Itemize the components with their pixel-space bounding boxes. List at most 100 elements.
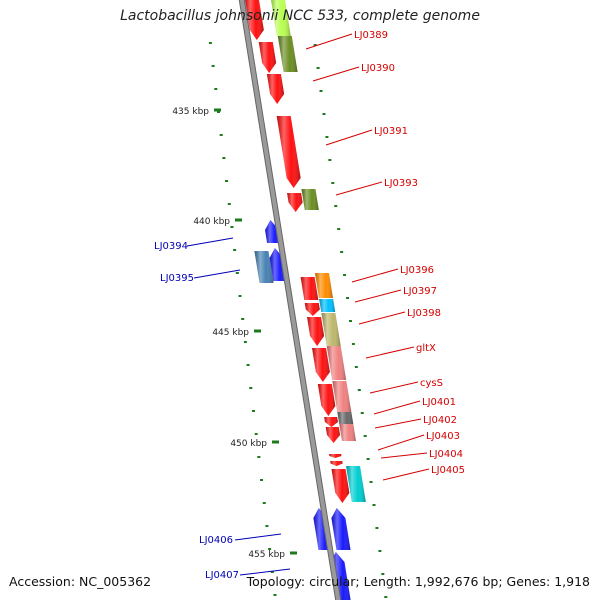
scale-dot-right <box>369 481 373 483</box>
gene-label-lj0403: LJ0403 <box>426 431 460 442</box>
gene-label-leader <box>369 381 419 394</box>
feature-bar-shade <box>254 251 274 283</box>
gene-label-lj0402: LJ0402 <box>423 415 457 426</box>
page-title: Lactobacillus johnsonii NCC 533, complet… <box>120 8 480 24</box>
gene-label-lj0394: LJ0394 <box>154 241 188 252</box>
scale-dot-left <box>235 272 239 274</box>
scale-dot-right <box>360 412 364 414</box>
kbp-tick-mark <box>254 329 261 333</box>
cds-forward-bar <box>329 454 342 458</box>
scale-dot-left <box>249 387 253 389</box>
scale-dot-right <box>319 90 323 92</box>
feature-bar <box>301 189 319 210</box>
kbp-tick-mark <box>214 108 221 112</box>
kbp-tick-label: 450 kbp <box>230 439 267 449</box>
feature-bar <box>346 466 366 502</box>
cds-forward-bar <box>300 277 319 300</box>
cds-forward-bar-shade <box>324 417 338 427</box>
gene-label-lj0397: LJ0397 <box>403 286 437 297</box>
scale-dot-left <box>219 134 223 136</box>
cds-forward-bar-shade <box>307 317 325 346</box>
scale-dot-right <box>351 343 355 345</box>
gene-label-leader <box>358 311 406 325</box>
scale-dot-right <box>354 366 358 368</box>
cds-forward-bar <box>317 384 336 416</box>
scale-dot-left <box>227 203 231 205</box>
scale-dot-left <box>254 433 258 435</box>
cds-forward-bar <box>266 74 285 104</box>
kbp-tick-label: 440 kbp <box>193 217 230 227</box>
scale-dot-right <box>357 389 361 391</box>
feature-bar-shade <box>346 466 366 502</box>
scale-dot-right <box>334 205 338 207</box>
feature-bar-shade <box>277 36 298 72</box>
cds-forward-bar-shade <box>331 469 350 503</box>
gene-label-leader <box>351 268 399 283</box>
gene-label-lj0389: LJ0389 <box>354 30 388 41</box>
gene-label-lj0390: LJ0390 <box>361 63 395 74</box>
cds-forward-bar-shade <box>300 277 319 300</box>
scale-dot-right <box>337 228 341 230</box>
scale-dot-left <box>241 318 245 320</box>
scale-dot-left <box>222 157 226 159</box>
kbp-tick-mark <box>235 218 242 222</box>
scale-dot-right <box>325 136 329 138</box>
cds-forward-bar <box>330 461 343 466</box>
scale-dot-right <box>346 297 350 299</box>
feature-bar <box>277 36 298 72</box>
backbone-line <box>239 0 341 604</box>
cds-forward-bar <box>307 317 325 346</box>
scale-dot-right <box>331 182 335 184</box>
cds-reverse-bar-shade <box>331 508 351 550</box>
scale-dot-right <box>384 596 388 598</box>
feature-bar <box>314 273 333 298</box>
gene-label-cyss: cysS <box>420 378 443 389</box>
cds-forward-bar <box>276 116 301 188</box>
gene-label-leader <box>374 418 422 429</box>
gene-label-lj0395: LJ0395 <box>160 273 194 284</box>
feature-bar-shade <box>271 0 291 36</box>
gene-label-leader <box>373 400 421 415</box>
gene-label-leader <box>186 237 234 247</box>
scale-dot-left <box>257 456 261 458</box>
cds-reverse-bar <box>331 508 351 550</box>
scale-dot-left <box>216 111 220 113</box>
scale-dot-right <box>328 159 332 161</box>
scale-dot-right <box>378 550 382 552</box>
cds-forward-bar <box>245 0 264 40</box>
cds-forward-bar-shade <box>258 42 277 73</box>
cds-forward-bar <box>287 193 303 212</box>
cds-forward-bar-shade <box>329 454 342 458</box>
scale-dot-right <box>348 320 352 322</box>
cds-forward-bar-shade <box>304 303 320 316</box>
feature-bar <box>321 313 341 346</box>
scale-dot-right <box>316 67 320 69</box>
cds-forward-bar-shade <box>317 384 336 416</box>
cds-forward-bar <box>304 303 320 316</box>
scale-dot-left <box>262 502 266 504</box>
feature-bar-shade <box>337 412 354 424</box>
gene-label-leader <box>335 181 383 196</box>
gene-label-leader <box>380 452 428 459</box>
feature-bar <box>319 299 336 312</box>
cds-forward-bar <box>324 417 338 427</box>
kbp-tick-label: 455 kbp <box>248 550 285 560</box>
feature-bar-shade <box>301 189 319 210</box>
gene-label-leader <box>234 533 282 541</box>
feature-bar-shade <box>319 299 336 312</box>
scale-dot-left <box>214 88 218 90</box>
cds-forward-bar-shade <box>245 0 264 40</box>
feature-bar <box>326 346 347 380</box>
scale-dot-left <box>211 65 215 67</box>
gene-label-leader <box>312 66 360 82</box>
feature-bar <box>339 424 357 441</box>
cds-forward-bar <box>331 469 350 503</box>
gene-label-lj0391: LJ0391 <box>374 126 408 137</box>
scale-dot-left <box>225 180 229 182</box>
gene-label-leader <box>377 434 425 451</box>
gene-label-leader <box>193 269 241 279</box>
feature-bar-shade <box>332 381 352 412</box>
cds-forward-bar-shade <box>266 74 285 104</box>
gene-label-leader <box>239 568 291 576</box>
